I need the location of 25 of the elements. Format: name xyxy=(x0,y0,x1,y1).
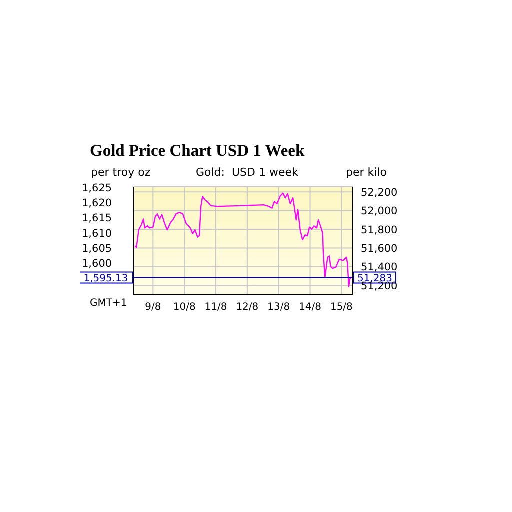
x-tick-label: 11/8 xyxy=(204,302,228,314)
chart-title: Gold Price Chart USD 1 Week xyxy=(90,141,305,161)
y2-tick-label: 51,800 xyxy=(361,224,398,236)
y-tick-label: 1,600 xyxy=(82,258,112,270)
y2-tick-label: 51,400 xyxy=(361,262,398,274)
y2-tick-label: 51,200 xyxy=(361,280,398,292)
y-tick-label: 1,605 xyxy=(82,242,112,255)
y2-tick-label: 52,000 xyxy=(361,206,398,218)
y-tick-label: 1,615 xyxy=(82,212,112,225)
y-tick-label: 1,610 xyxy=(82,228,112,240)
text: GMT+1 xyxy=(90,298,128,309)
y2-axis-title: per kilo xyxy=(346,166,387,179)
x-tick-label: 13/8 xyxy=(268,302,290,314)
x-tick-label: 10/8 xyxy=(173,302,196,314)
x-tick-label: 15/8 xyxy=(330,302,353,314)
y-tick-label: 1,625 xyxy=(82,182,112,195)
ref-line-label: 1,595.13 xyxy=(84,273,128,284)
x-tick-label: 14/8 xyxy=(299,302,322,314)
y2-tick-label: 51,600 xyxy=(361,242,398,255)
x-tick-label: 12/8 xyxy=(236,302,259,314)
y-tick-label: 1,620 xyxy=(82,198,112,210)
y-axis-title: per troy oz xyxy=(91,166,151,179)
chart-subtitle: Gold: USD 1 week xyxy=(196,166,298,179)
y2-tick-label: 52,200 xyxy=(361,186,398,199)
x-tick-label: 9/8 xyxy=(145,302,162,314)
